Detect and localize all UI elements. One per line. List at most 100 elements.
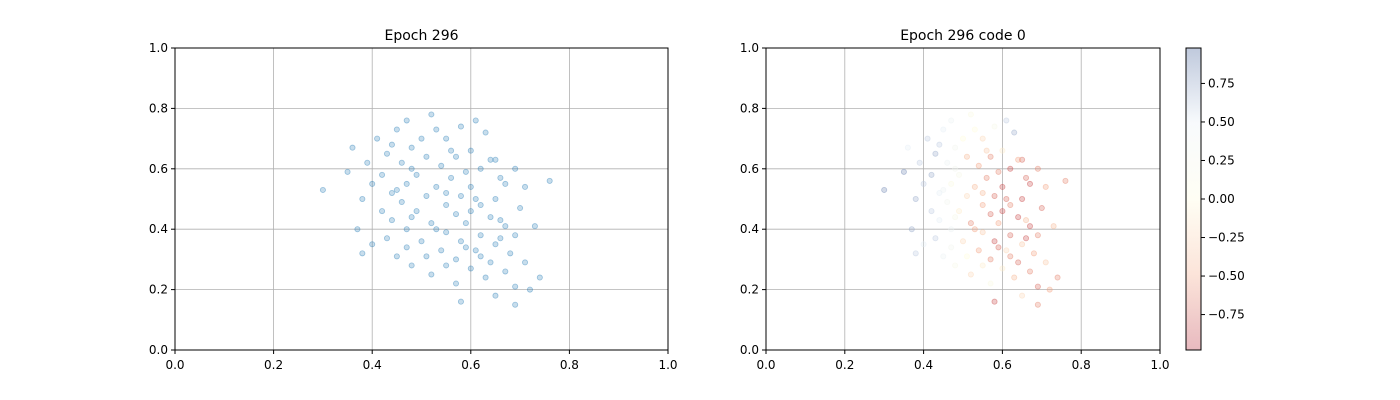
scatter-point — [472, 195, 479, 202]
scatter-point — [423, 153, 430, 160]
scatter-point — [1026, 180, 1033, 187]
scatter-point — [497, 235, 504, 242]
scatter-point — [393, 253, 400, 260]
scatter-point — [1042, 183, 1049, 190]
scatter-point — [912, 250, 919, 257]
scatter-point — [1019, 195, 1026, 202]
scatter-point — [956, 171, 963, 178]
scatter-point — [987, 280, 994, 287]
axes-frame — [174, 47, 669, 351]
scatter-point — [379, 171, 386, 178]
scatter-point — [1054, 274, 1061, 281]
scatter-point — [364, 159, 371, 166]
scatter-point — [497, 217, 504, 224]
scatter-point — [388, 217, 395, 224]
scatter-point — [393, 186, 400, 193]
scatter-point — [920, 241, 927, 248]
scatter-point — [999, 183, 1006, 190]
scatter-point — [492, 292, 499, 299]
x-tick-label: 0.6 — [461, 358, 480, 372]
scatter-point — [433, 226, 440, 233]
y-tick-label: 0.8 — [149, 101, 168, 115]
scatter-point — [443, 202, 450, 209]
colorbar-tick-label: −0.25 — [1208, 231, 1245, 245]
scatter-point — [383, 235, 390, 242]
scatter-point — [1007, 165, 1014, 172]
scatter-point — [408, 214, 415, 221]
scatter-point — [1034, 165, 1041, 172]
scatter-point — [963, 253, 970, 260]
scatter-point — [477, 232, 484, 239]
scatter-point — [403, 180, 410, 187]
scatter-point — [383, 150, 390, 157]
scatter-point — [1011, 274, 1018, 281]
scatter-point — [979, 262, 986, 269]
scatter-point — [1023, 174, 1030, 181]
scatter-point — [472, 117, 479, 124]
scatter-point — [952, 165, 959, 172]
scatter-point — [369, 180, 376, 187]
scatter-point — [388, 141, 395, 148]
y-tick-label: 0.6 — [740, 162, 759, 176]
scatter-point — [987, 211, 994, 218]
y-tick-label: 0.2 — [149, 283, 168, 297]
scatter-point — [448, 147, 455, 154]
scatter-point — [492, 156, 499, 163]
scatter-point — [477, 165, 484, 172]
scatter-point — [433, 183, 440, 190]
scatter-point — [904, 144, 911, 151]
scatter-point — [433, 126, 440, 133]
scatter-point — [379, 208, 386, 215]
scatter-point — [967, 271, 974, 278]
scatter-point — [944, 159, 951, 166]
x-tick-label: 0.4 — [363, 358, 382, 372]
scatter-point — [991, 298, 998, 305]
axes-frame — [765, 47, 1161, 351]
scatter-point — [349, 144, 356, 151]
scatter-point — [995, 168, 1002, 175]
scatter-point — [531, 223, 538, 230]
scatter-point — [979, 135, 986, 142]
scatter-point — [443, 189, 450, 196]
scatter-point — [1023, 235, 1030, 242]
scatter-point — [999, 208, 1006, 215]
scatter-point — [408, 144, 415, 151]
scatter-point — [408, 165, 415, 172]
scatter-point — [999, 265, 1006, 272]
x-tick-label: 0.0 — [165, 358, 184, 372]
scatter-point — [932, 150, 939, 157]
scatter-point — [507, 250, 514, 257]
scatter-point — [1015, 214, 1022, 221]
scatter-point — [936, 141, 943, 148]
x-tick-label: 0.2 — [835, 358, 854, 372]
scatter-point — [477, 202, 484, 209]
scatter-point — [1015, 259, 1022, 266]
scatter-point — [369, 241, 376, 248]
scatter-point — [1019, 241, 1026, 248]
colorbar-tick-label: 0.50 — [1208, 115, 1235, 129]
scatter-point — [1019, 292, 1026, 299]
scatter-point — [1034, 301, 1041, 308]
scatter-point — [940, 186, 947, 193]
scatter-point — [522, 183, 529, 190]
scatter-point — [398, 159, 405, 166]
scatter-point — [359, 250, 366, 257]
scatter-point — [1042, 259, 1049, 266]
scatter-point — [1030, 250, 1037, 257]
scatter-point — [423, 192, 430, 199]
y-tick-label: 1.0 — [740, 41, 759, 55]
scatter-point — [487, 214, 494, 221]
scatter-point — [940, 126, 947, 133]
scatter-point — [457, 298, 464, 305]
scatter-point — [940, 253, 947, 260]
scatter-point — [462, 220, 469, 227]
scatter-point — [526, 286, 533, 293]
scatter-point — [995, 244, 1002, 251]
scatter-point — [948, 226, 955, 233]
scatter-point — [975, 162, 982, 169]
scatter-point — [881, 186, 888, 193]
colorbar-tick-label: −0.50 — [1208, 269, 1245, 283]
y-tick-label: 0.2 — [740, 283, 759, 297]
scatter-point — [487, 259, 494, 266]
colorbar-tick-label: 0.25 — [1208, 153, 1235, 167]
